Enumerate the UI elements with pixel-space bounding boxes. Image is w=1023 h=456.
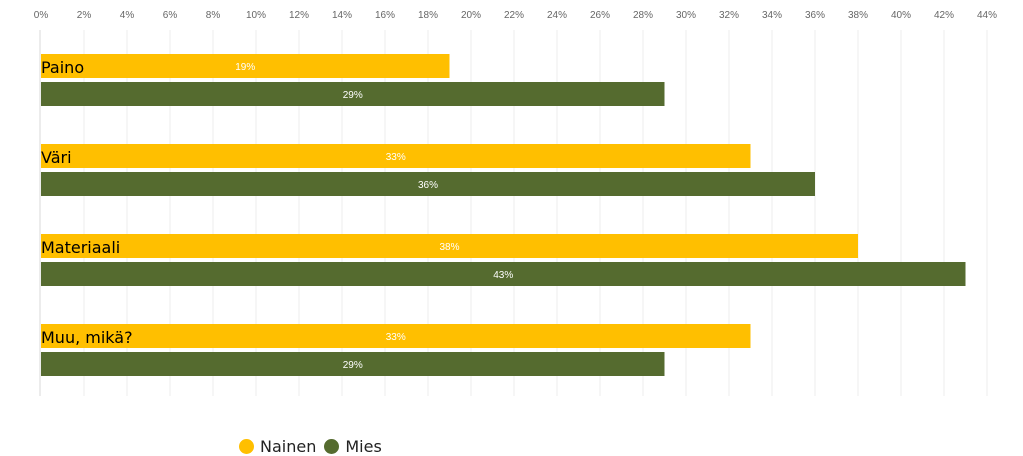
x-tick-label: 38% [848, 10, 868, 21]
x-tick-label: 4% [120, 10, 135, 21]
bar-mies[interactable] [41, 262, 966, 286]
x-tick-label: 36% [805, 10, 825, 21]
data-label: 19% [235, 62, 255, 73]
data-label: 29% [343, 90, 363, 101]
bar-nainen[interactable] [41, 324, 751, 348]
x-tick-label: 10% [246, 10, 266, 21]
x-tick-label: 8% [206, 10, 221, 21]
data-label: 38% [439, 242, 459, 253]
legend-label-nainen: Nainen [260, 436, 317, 456]
x-tick-label: 34% [762, 10, 782, 21]
bar-nainen[interactable] [41, 144, 751, 168]
data-label: 36% [418, 180, 438, 191]
x-tick-label: 44% [977, 10, 997, 21]
x-tick-label: 0% [34, 10, 49, 21]
x-tick-label: 12% [289, 10, 309, 21]
x-axis-ticks: 0% 2% 4% 6% 8% 10% 12% 14% 16% 18% 20% 22% 24% 26% 28%… [34, 10, 997, 21]
x-tick-label: 24% [547, 10, 567, 21]
data-labels: 19% 29% 33% 36% 38% 43% 33% 29% [235, 62, 513, 371]
bar-chart: 0% 2% 4% 6% 8% 10% 12% 14% 16% 18% 20% 22% 24% 26% 28%… [34, 10, 997, 396]
bar-nainen[interactable] [41, 234, 858, 258]
category-label: Väri [41, 148, 72, 167]
x-tick-label: 16% [375, 10, 395, 21]
x-tick-label: 26% [590, 10, 610, 21]
x-tick-label: 2% [77, 10, 92, 21]
x-tick-label: 42% [934, 10, 954, 21]
category-label: Materiaali [41, 238, 120, 257]
category-label: Paino [41, 58, 84, 77]
x-tick-label: 20% [461, 10, 481, 21]
legend: Nainen Mies [239, 436, 382, 456]
data-label: 43% [493, 270, 513, 281]
x-tick-label: 40% [891, 10, 911, 21]
x-tick-label: 6% [163, 10, 178, 21]
legend-label-mies: Mies [345, 436, 382, 456]
bar-mies[interactable] [41, 352, 665, 376]
bar-mies[interactable] [41, 82, 665, 106]
bar-mies[interactable] [41, 172, 815, 196]
legend-item-nainen[interactable]: Nainen [239, 437, 316, 456]
legend-item-mies[interactable]: Mies [324, 436, 382, 456]
x-tick-label: 32% [719, 10, 739, 21]
x-tick-label: 14% [332, 10, 352, 21]
category-labels: Paino Väri Materiaali Muu, mikä? [41, 58, 133, 347]
x-tick-label: 18% [418, 10, 438, 21]
legend-swatch-mies [324, 438, 340, 454]
data-label: 29% [343, 360, 363, 371]
x-tick-label: 28% [633, 10, 653, 21]
x-tick-label: 22% [504, 10, 524, 21]
bars [41, 54, 966, 376]
data-label: 33% [386, 332, 406, 343]
category-label: Muu, mikä? [41, 328, 133, 347]
data-label: 33% [386, 152, 406, 163]
legend-swatch-nainen [239, 438, 254, 454]
bar-nainen[interactable] [41, 54, 450, 78]
x-tick-label: 30% [676, 10, 696, 21]
